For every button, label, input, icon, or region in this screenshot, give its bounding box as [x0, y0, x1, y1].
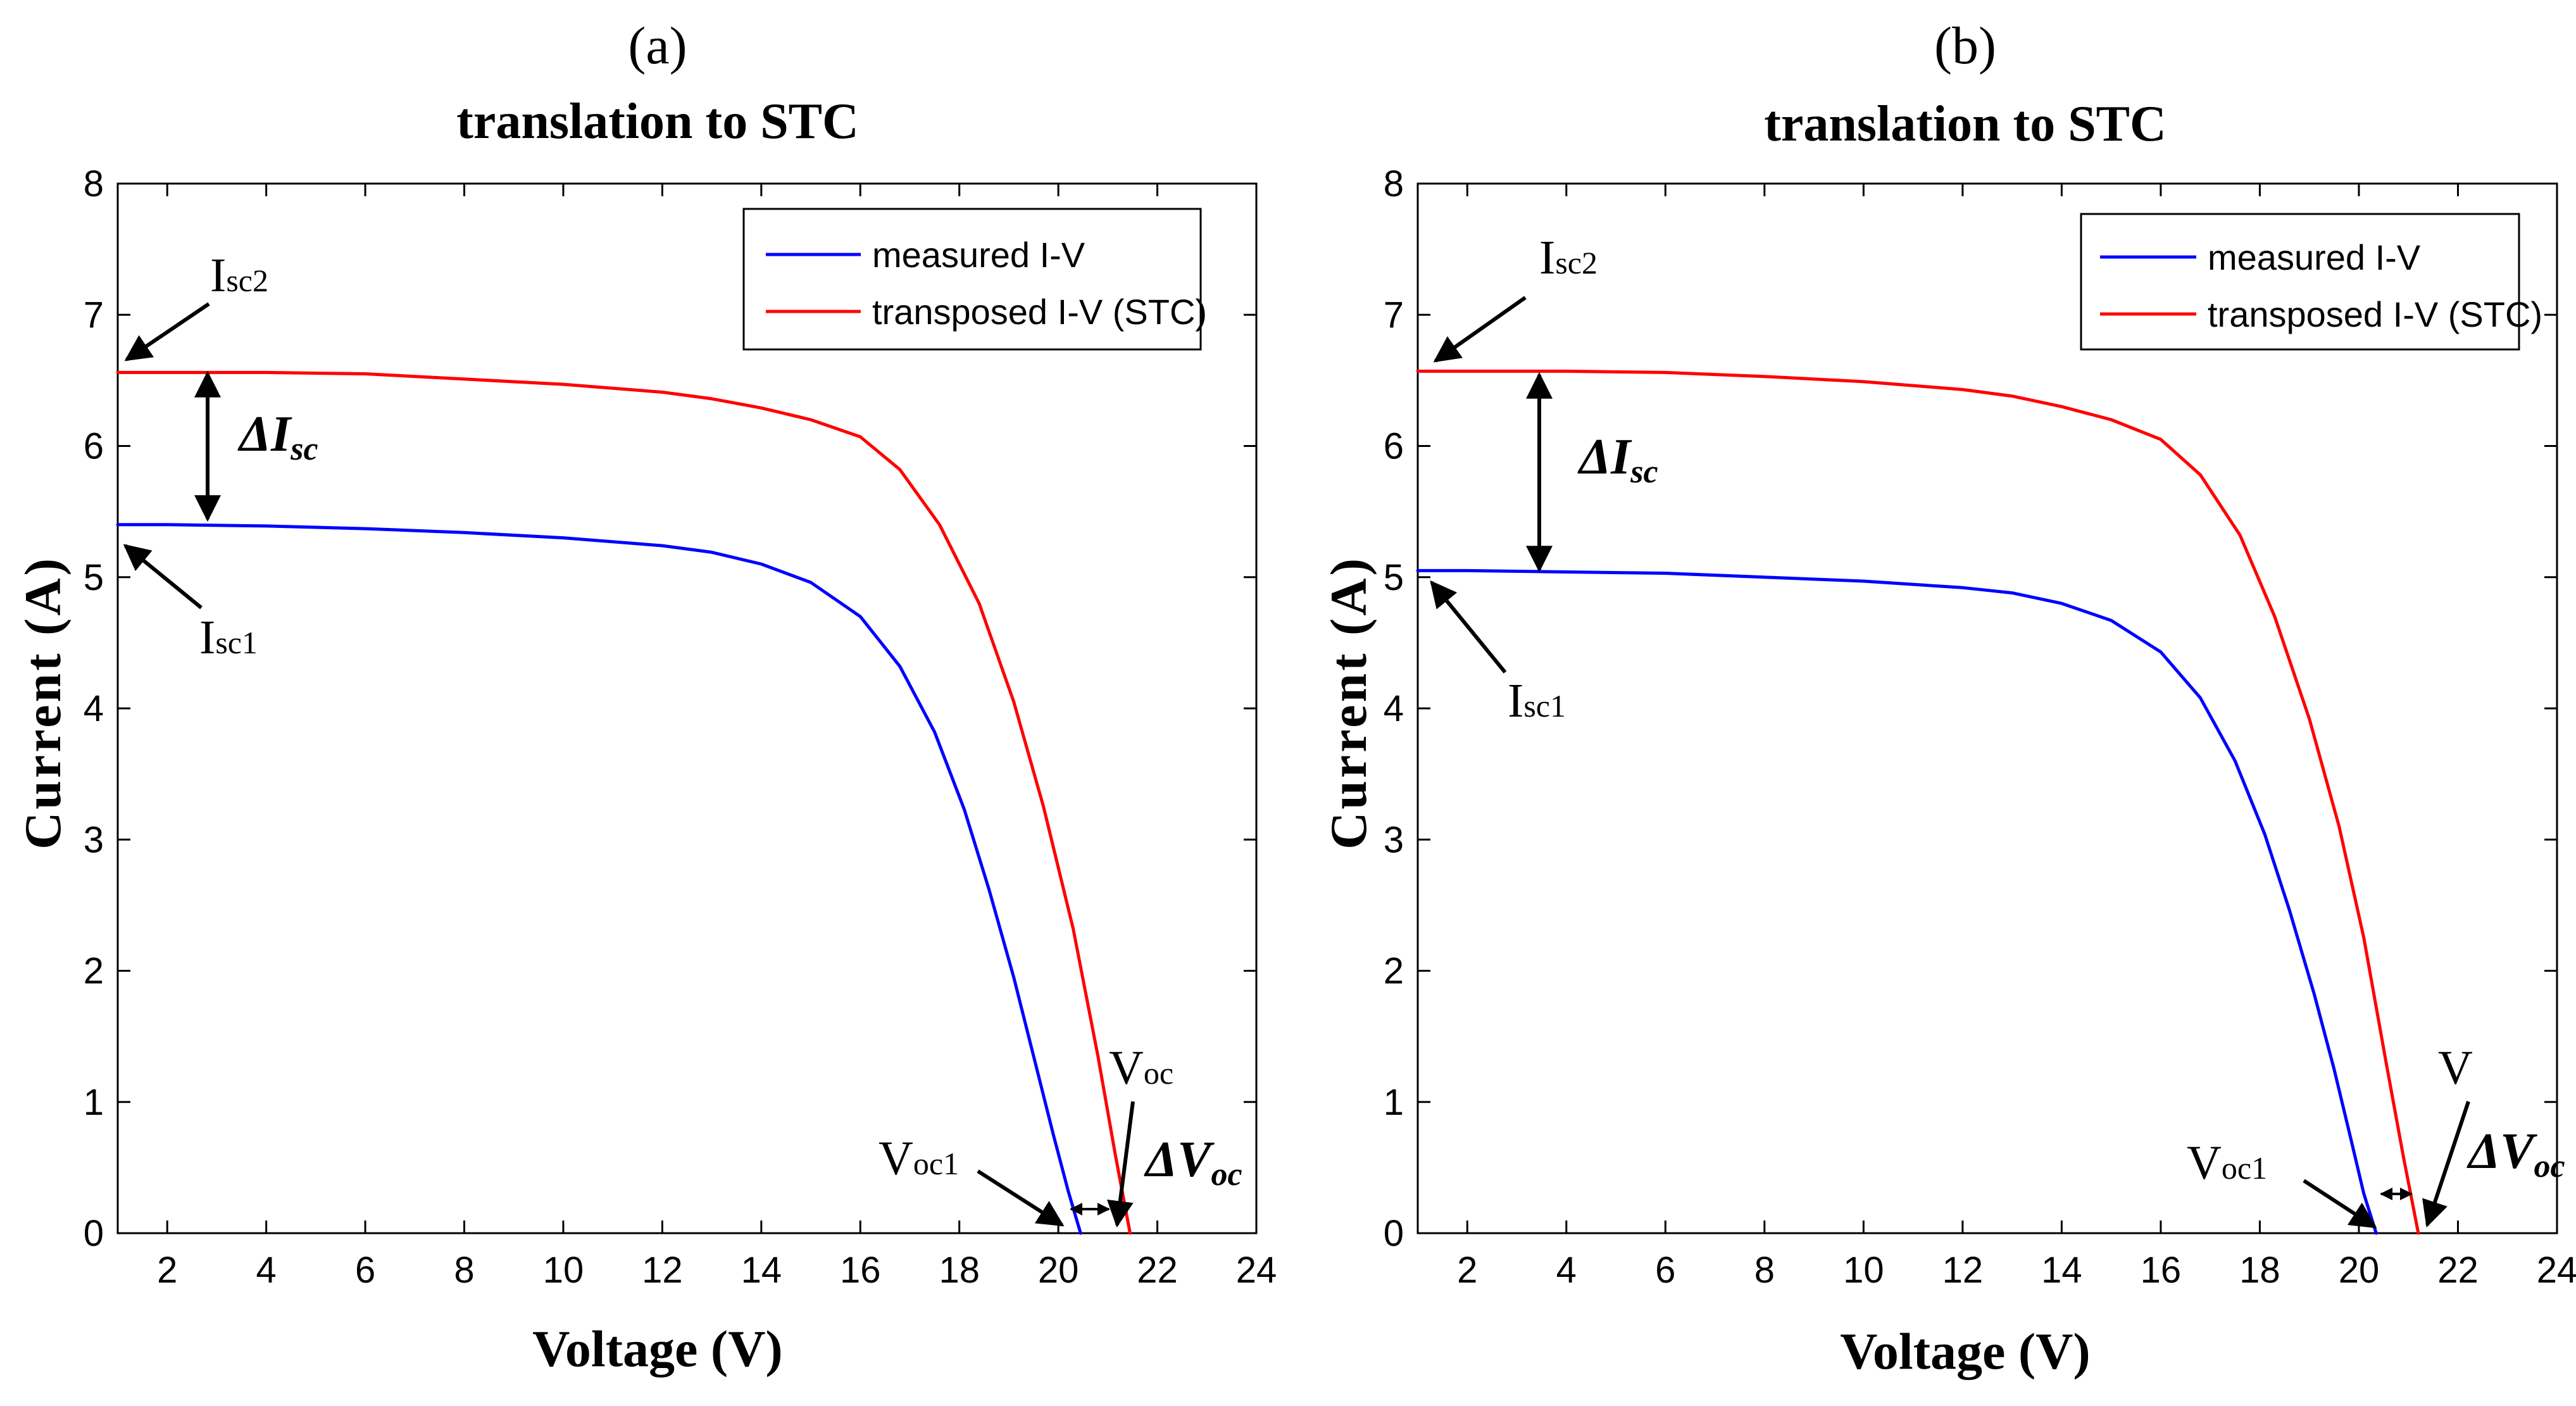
axes-frame — [1416, 182, 2558, 1234]
annotations: Isc2 Isc1 ΔIsc Voc Voc1 ΔVoc — [123, 249, 1242, 1228]
delta-voc-label: ΔVoc — [2467, 1124, 2565, 1184]
x-tick-label: 12 — [1942, 1250, 1984, 1291]
isc2-arrow — [124, 302, 210, 361]
y-tick-label: 4 — [84, 688, 104, 729]
x-tick-label: 10 — [543, 1250, 584, 1291]
series-line-transposed-i-v-stc — [116, 370, 1132, 1235]
y-axis-label: Current (A) — [14, 556, 72, 850]
chart-title: translation to STC — [456, 94, 859, 149]
x-tick-label: 18 — [2239, 1250, 2280, 1291]
y-tick-label: 5 — [1384, 557, 1404, 598]
panel-a: (a) translation to STC Current (A) Volta… — [14, 16, 1277, 1378]
series-line-measured-i-v — [1416, 568, 2378, 1235]
x-tick-label: 2 — [1457, 1250, 1477, 1291]
panel-b: (b) translation to STC Current (A) Volta… — [1320, 16, 2576, 1380]
x-tick-label: 6 — [355, 1250, 375, 1291]
x-tick-label: 10 — [1843, 1250, 1884, 1291]
legend-box — [2080, 213, 2520, 351]
x-tick-label: 24 — [2537, 1250, 2576, 1291]
series-lines — [116, 370, 1132, 1235]
legend-label-transposed: transposed I-V (STC) — [872, 292, 1207, 332]
axes-frame — [116, 182, 1258, 1234]
x-tick-label: 20 — [2339, 1250, 2380, 1291]
y-tick-label: 6 — [84, 426, 104, 467]
y-tick-label: 2 — [84, 951, 104, 992]
voc1-label: Voc1 — [2187, 1136, 2267, 1189]
x-tick-label: 4 — [1556, 1250, 1577, 1291]
series-lines — [1416, 369, 2420, 1235]
x-axis-label: Voltage (V) — [1840, 1322, 2091, 1380]
y-tick-label: 0 — [84, 1213, 104, 1254]
legend-box — [742, 208, 1202, 351]
panel-label: (b) — [1934, 16, 1996, 75]
x-tick-label: 14 — [2041, 1250, 2082, 1291]
annotations: Isc2 Isc1 ΔIsc V Voc1 ΔVoc — [1430, 231, 2565, 1229]
y-tick-label: 2 — [1384, 951, 1404, 992]
isc2-arrow — [1433, 296, 1527, 363]
legend-label-transposed: transposed I-V (STC) — [2208, 294, 2542, 334]
voc1-arrow — [2303, 1179, 2377, 1229]
delta-isc-label: ΔIsc — [1577, 429, 1658, 490]
y-tick-label: 8 — [84, 163, 104, 204]
x-tick-label: 2 — [157, 1250, 177, 1291]
voc1-label: Voc1 — [878, 1132, 959, 1185]
panel-label: (a) — [628, 16, 687, 75]
legend-label-measured: measured I-V — [872, 235, 1085, 275]
x-tick-label: 24 — [1236, 1250, 1277, 1291]
x-tick-label: 6 — [1655, 1250, 1675, 1291]
y-tick-label: 5 — [84, 557, 104, 598]
x-tick-label: 18 — [939, 1250, 980, 1291]
x-tick-label: 20 — [1038, 1250, 1079, 1291]
isc1-arrow — [1430, 580, 1507, 674]
x-tick-label: 16 — [2141, 1250, 2182, 1291]
x-tick-label: 12 — [642, 1250, 683, 1291]
isc2-label: Isc2 — [210, 249, 268, 302]
x-axis-label: Voltage (V) — [532, 1320, 783, 1378]
voc-arrow — [1106, 1101, 1135, 1228]
y-tick-label: 3 — [1384, 819, 1404, 860]
y-tick-label: 6 — [1384, 426, 1404, 467]
voc-label: Voc — [1109, 1041, 1173, 1095]
x-tick-label: 14 — [741, 1250, 782, 1291]
isc2-label: Isc2 — [1539, 231, 1597, 284]
x-tick-label: 8 — [454, 1250, 474, 1291]
x-tick-label: 4 — [256, 1250, 277, 1291]
y-tick-label: 1 — [1384, 1082, 1404, 1123]
legend-label-measured: measured I-V — [2208, 237, 2421, 277]
x-tick-label: 22 — [2437, 1250, 2479, 1291]
legend: measured I-V transposed I-V (STC) — [2080, 213, 2542, 351]
series-line-measured-i-v — [116, 523, 1082, 1235]
isc1-label: Isc1 — [1508, 674, 1566, 727]
x-tick-label: 8 — [1754, 1250, 1775, 1291]
series-line-transposed-i-v-stc — [1416, 369, 2420, 1235]
x-tick-label: 22 — [1137, 1250, 1178, 1291]
voc-label: V — [2438, 1041, 2473, 1095]
x-tick-label: 16 — [840, 1250, 881, 1291]
y-tick-label: 7 — [1384, 294, 1404, 336]
chart-title: translation to STC — [1764, 96, 2166, 152]
y-tick-label: 4 — [1384, 688, 1404, 729]
y-tick-label: 3 — [84, 819, 104, 860]
isc1-label: Isc1 — [199, 611, 258, 664]
y-axis-label: Current (A) — [1320, 556, 1377, 850]
voc1-arrow — [977, 1169, 1065, 1227]
voc-arrow — [2422, 1101, 2470, 1227]
isc1-arrow — [123, 544, 203, 610]
y-tick-label: 7 — [84, 294, 104, 336]
delta-voc-label: ΔVoc — [1144, 1132, 1242, 1193]
y-tick-label: 1 — [84, 1082, 104, 1123]
y-tick-label: 0 — [1384, 1213, 1404, 1254]
legend: measured I-V transposed I-V (STC) — [742, 208, 1207, 351]
y-tick-label: 8 — [1384, 163, 1404, 204]
delta-isc-label: ΔIsc — [237, 406, 318, 467]
